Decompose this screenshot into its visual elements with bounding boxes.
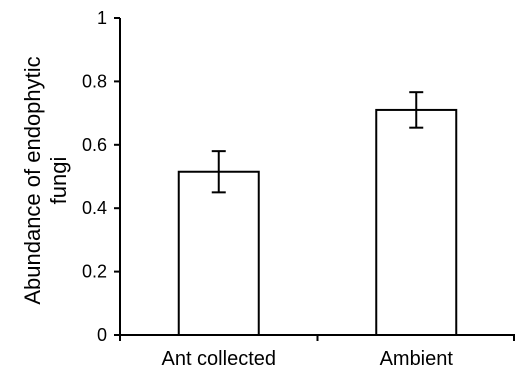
y-axis-title-line: fungi [46, 157, 71, 205]
y-axis-title: Abundance of endophytic fungi [20, 56, 71, 304]
x-tick-label: Ant collected [161, 348, 276, 370]
y-tick-label: 1 [97, 8, 107, 28]
x-axis: Ant collected Ambient [119, 334, 515, 370]
error-bars [211, 91, 424, 194]
y-tick-label: 0.6 [82, 135, 107, 155]
bar [177, 170, 260, 336]
error-bar [409, 91, 424, 129]
y-tick-label: 0.4 [82, 198, 107, 218]
y-axis-title-line: Abundance of endophytic [20, 56, 45, 304]
y-axis: 0 0.2 0.4 0.6 0.8 1 [82, 8, 121, 345]
y-tick-label: 0 [97, 325, 107, 345]
bar [375, 108, 458, 337]
error-bar [211, 150, 226, 194]
y-tick-label: 0.2 [82, 262, 107, 282]
x-tick-label: Ambient [380, 348, 454, 370]
y-tick-label: 0.8 [82, 71, 107, 91]
bars [177, 108, 458, 337]
